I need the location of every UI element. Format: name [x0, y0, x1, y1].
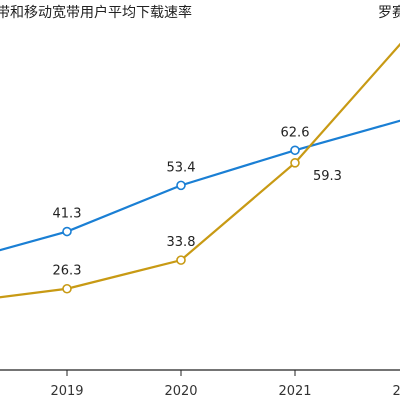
x-tick-label: 2021 — [278, 384, 311, 399]
data-point-marker — [290, 145, 300, 156]
data-label: 26.3 — [53, 264, 82, 279]
chart-title: 带和移动宽带用户平均下载速率 — [0, 4, 192, 21]
series-line-1 — [0, 119, 400, 252]
data-label: 41.3 — [53, 207, 82, 222]
x-tick-label: 2020 — [164, 384, 197, 399]
chart-corner-text: 罗赛 — [378, 5, 400, 21]
plot-area: 2018201920202021202241.353.462.6726.333.… — [0, 42, 400, 399]
data-point-marker — [62, 226, 72, 237]
data-point-marker — [176, 180, 186, 191]
data-label: 33.8 — [167, 235, 196, 250]
data-point-marker — [62, 283, 72, 294]
data-point-marker — [290, 158, 300, 168]
data-label: 59.3 — [313, 169, 342, 184]
data-label: 62.6 — [281, 125, 310, 140]
data-point-marker — [176, 255, 186, 265]
x-tick-label: 2022 — [392, 384, 400, 399]
data-label: 53.4 — [167, 160, 196, 175]
x-tick-label: 2019 — [50, 384, 83, 399]
